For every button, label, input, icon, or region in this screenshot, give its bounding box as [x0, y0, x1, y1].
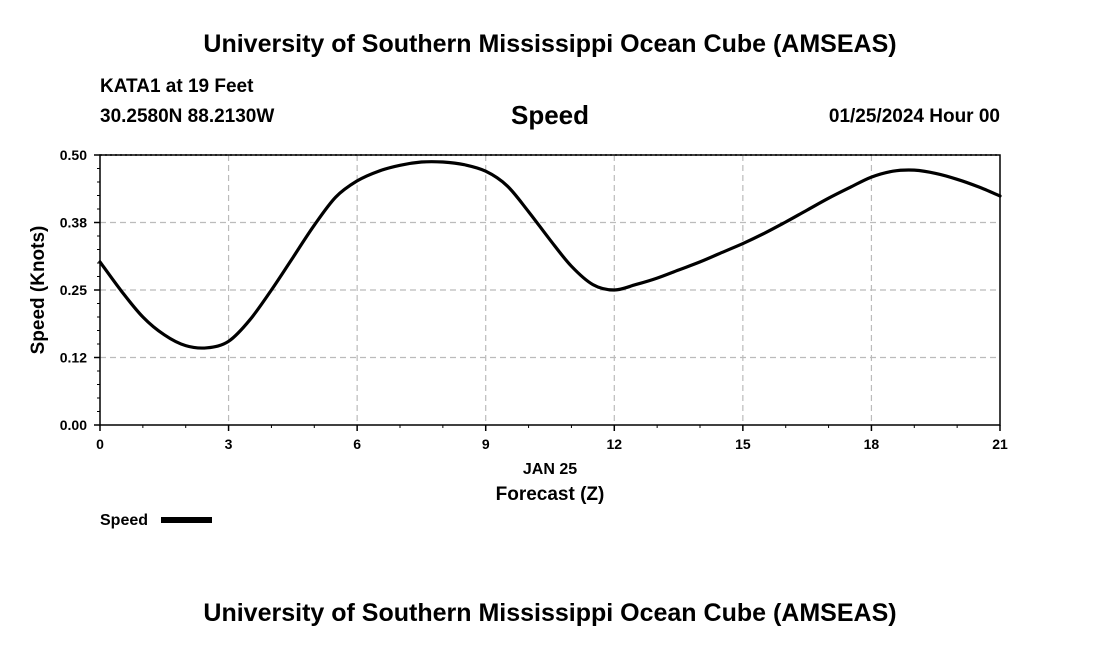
grid: [100, 155, 1000, 425]
axis-ticks: [94, 154, 1001, 431]
y-tick-labels: 0.00 0.12 0.25 0.38 0.50: [60, 147, 87, 433]
x-tick-label: 18: [864, 436, 880, 452]
x-tick-label: 3: [225, 436, 233, 452]
x-tick-label: 9: [482, 436, 490, 452]
x-tick-label: 6: [353, 436, 361, 452]
y-axis-label: Speed (Knots): [28, 226, 49, 355]
y-tick-label: 0.00: [60, 417, 87, 433]
x-tick-label: 12: [606, 436, 622, 452]
x-tick-label: 15: [735, 436, 751, 452]
y-tick-label: 0.38: [60, 215, 87, 231]
x-tick-labels: 0 3 6 9 12 15 18 21: [96, 436, 1008, 452]
y-tick-label: 0.50: [60, 147, 87, 163]
datetime-label: 01/25/2024 Hour 00: [828, 106, 1000, 127]
speed-series-line: [98, 160, 1002, 350]
chart-title: Speed: [510, 100, 590, 130]
x-tick-label: 0: [96, 436, 104, 452]
coordinates-label: 30.2580N 88.2130W: [100, 106, 275, 127]
x-date-label: JAN 25: [523, 461, 577, 478]
footer-title: University of Southern Mississippi Ocean…: [203, 599, 897, 627]
x-tick-label: 21: [992, 436, 1008, 452]
legend: Speed: [100, 512, 212, 529]
y-tick-label: 0.12: [60, 350, 87, 366]
page-title: University of Southern Mississippi Ocean…: [203, 30, 897, 58]
x-axis-label: Forecast (Z): [496, 484, 605, 505]
station-label: KATA1 at 19 Feet: [100, 76, 254, 97]
y-tick-label: 0.25: [60, 282, 87, 298]
legend-label: Speed: [100, 512, 148, 529]
